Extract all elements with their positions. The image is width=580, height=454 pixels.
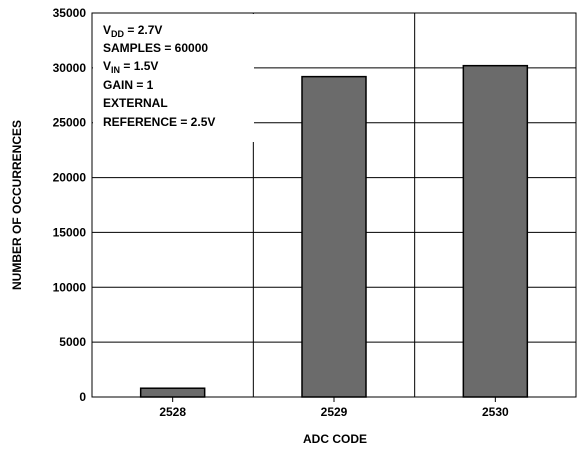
y-tick-labels: 0 5000 10000 15000 20000 25000 30000 35000 — [53, 6, 87, 404]
annotation-gain: GAIN = 1 — [103, 78, 154, 92]
x-tick-label: 2529 — [321, 405, 348, 419]
y-tick-label: 25000 — [53, 116, 87, 130]
y-tick-label: 35000 — [53, 6, 87, 20]
annotation-reference: REFERENCE = 2.5V — [103, 115, 215, 129]
bar-2528 — [139, 387, 206, 398]
annotation-vin: VIN = 1.5V — [103, 59, 158, 75]
annotation-samples: SAMPLES = 60000 — [103, 41, 208, 55]
x-axis-title: ADC CODE — [303, 432, 367, 446]
y-tick-label: 15000 — [53, 225, 87, 239]
y-tick-label: 10000 — [53, 280, 87, 294]
y-axis-title: NUMBER OF OCCURRENCES — [10, 120, 24, 290]
annotation: VDD = 2.7V SAMPLES = 60000 VIN = 1.5V GA… — [103, 23, 215, 129]
bar-2529 — [301, 75, 367, 398]
annotation-external: EXTERNAL — [103, 96, 168, 110]
y-tick-label: 30000 — [53, 61, 87, 75]
annotation-vdd: VDD = 2.7V — [103, 23, 162, 39]
bar-2530 — [462, 64, 529, 398]
x-tick-label: 2530 — [482, 405, 509, 419]
y-tick-label: 5000 — [59, 335, 86, 349]
y-tick-label: 20000 — [53, 171, 87, 185]
x-tick-label: 2528 — [159, 405, 186, 419]
x-tick-labels: 2528 2529 2530 — [159, 397, 509, 419]
y-tick-label: 0 — [79, 390, 86, 404]
annotation-background — [93, 14, 254, 142]
